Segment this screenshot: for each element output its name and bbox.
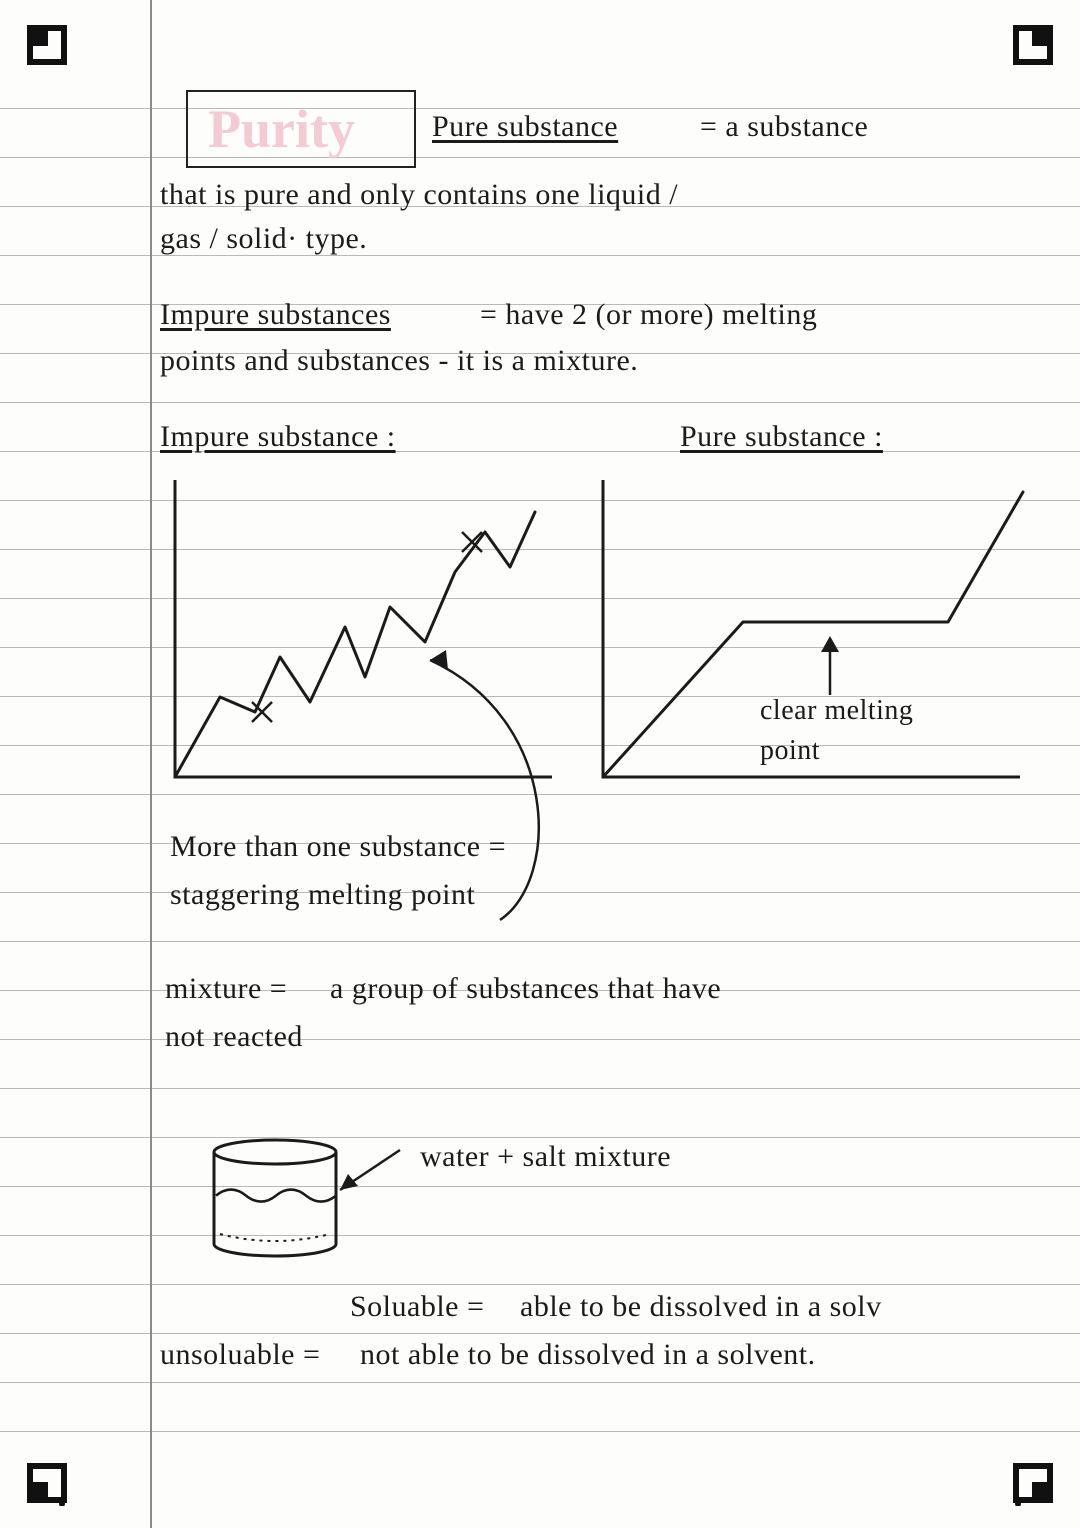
caption-line-2: staggering melting point (170, 878, 475, 912)
annotation-clear-melting-2: point (760, 735, 820, 767)
corner-marker-tl (24, 22, 70, 68)
corner-marker-br (1010, 1460, 1056, 1506)
chart-impure-title: Impure substance : (160, 420, 396, 454)
ruled-line (0, 843, 1080, 844)
beaker-drawing (210, 1138, 340, 1258)
ruled-line (0, 108, 1080, 109)
beaker-label: water + salt mixture (420, 1140, 671, 1174)
impure-substances-eq: = have 2 (or more) melting (480, 298, 817, 332)
caption-line-1: More than one substance = (170, 830, 506, 864)
ruled-line (0, 1431, 1080, 1432)
chart-impure (172, 480, 552, 780)
ruled-line (0, 1333, 1080, 1334)
impure-substances-cont: points and substances - it is a mixture. (160, 344, 638, 378)
ruled-line (0, 1039, 1080, 1040)
pure-substance-label: Pure substance (432, 110, 618, 144)
ruled-line (0, 1382, 1080, 1383)
pure-substance-cont2: gas / solid· type. (160, 222, 367, 256)
chart-pure-title: Pure substance : (680, 420, 883, 454)
ruled-line (0, 1088, 1080, 1089)
corner-marker-bl (24, 1460, 70, 1506)
unsoluble-label: unsoluable = (160, 1338, 320, 1372)
ruled-line (0, 1137, 1080, 1138)
soluble-def: able to be dissolved in a solv (520, 1290, 882, 1324)
pure-substance-cont1: that is pure and only contains one liqui… (160, 178, 678, 212)
ruled-line (0, 941, 1080, 942)
ruled-line (0, 157, 1080, 158)
ruled-line (0, 402, 1080, 403)
pure-substance-eq: = a substance (700, 110, 868, 144)
margin-line (150, 0, 152, 1528)
ruled-line (0, 794, 1080, 795)
unsoluble-def: not able to be dissolved in a solvent. (360, 1338, 816, 1372)
mixture-label: mixture = (165, 972, 287, 1006)
mixture-cont: not reacted (165, 1020, 303, 1054)
corner-marker-tr (1010, 22, 1056, 68)
impure-substances-label: Impure substances (160, 298, 391, 332)
mixture-def: a group of substances that have (330, 972, 721, 1006)
title-watermark: Purity (208, 98, 355, 160)
notebook-paper: Purity Pure substance = a substance that… (0, 0, 1080, 1528)
soluble-label: Soluable = (350, 1290, 484, 1324)
ruled-line (0, 1235, 1080, 1236)
annotation-clear-melting-1: clear melting (760, 695, 913, 727)
ruled-line (0, 1284, 1080, 1285)
ruled-line (0, 1186, 1080, 1187)
ruled-line (0, 892, 1080, 893)
